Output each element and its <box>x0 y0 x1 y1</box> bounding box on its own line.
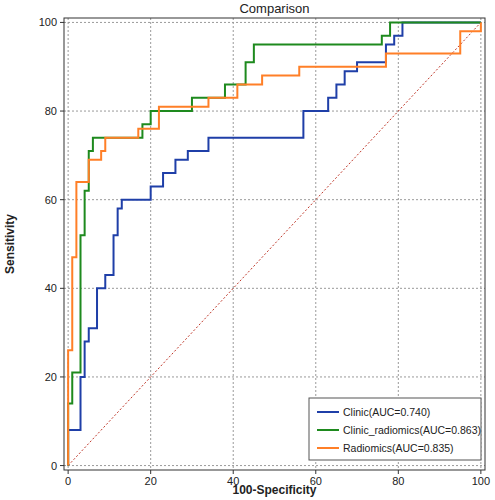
tick-label: 100 <box>39 16 57 28</box>
grid-line <box>64 288 485 289</box>
tick <box>60 22 64 23</box>
chart: Comparison020406080100020406080100100-Sp… <box>0 0 495 500</box>
tick-label: 80 <box>392 475 404 487</box>
legend-swatch <box>317 447 339 449</box>
legend-swatch <box>317 429 339 431</box>
tick <box>68 470 69 474</box>
title: Comparison <box>239 1 309 16</box>
grid-line <box>150 18 151 470</box>
tick <box>60 288 64 289</box>
plot-frame <box>64 18 485 470</box>
tick <box>398 470 399 474</box>
roc-line <box>68 22 481 465</box>
y-axis-label: Sensitivity <box>3 214 17 274</box>
plot-area <box>68 22 481 465</box>
tick <box>233 470 234 474</box>
tick <box>60 376 64 377</box>
roc-line <box>68 22 481 465</box>
roc-line <box>68 22 481 465</box>
tick-label: 100 <box>472 475 490 487</box>
tick <box>480 470 481 474</box>
grid-line <box>64 465 485 466</box>
tick <box>315 470 316 474</box>
reference-line <box>68 22 481 465</box>
tick-label: 20 <box>45 371 57 383</box>
tick <box>150 470 151 474</box>
tick-label: 0 <box>65 475 71 487</box>
tick <box>60 199 64 200</box>
legend-label: Radiomics(AUC=0.835) <box>343 442 454 454</box>
tick <box>60 465 64 466</box>
tick-label: 80 <box>45 105 57 117</box>
tick-label: 0 <box>51 460 57 472</box>
grid-line <box>233 18 234 470</box>
grid-line <box>64 111 485 112</box>
tick-label: 20 <box>145 475 157 487</box>
legend-box <box>309 398 481 460</box>
legend-label: Clinic(AUC=0.740) <box>343 406 430 418</box>
grid-line <box>64 376 485 377</box>
tick-label: 60 <box>45 194 57 206</box>
legend-label: Clinic_radiomics(AUC=0.863) <box>343 424 481 436</box>
legend-swatch <box>317 411 339 413</box>
x-axis-label: 100-Specificity <box>232 483 316 497</box>
tick <box>60 111 64 112</box>
tick-label: 40 <box>45 282 57 294</box>
legend: Clinic(AUC=0.740) Clinic_radiomics(AUC=0.… <box>309 398 481 460</box>
